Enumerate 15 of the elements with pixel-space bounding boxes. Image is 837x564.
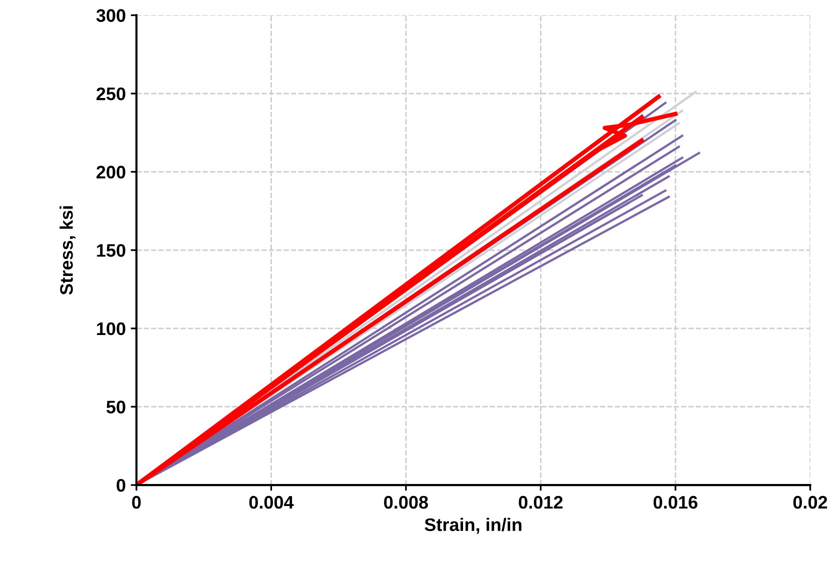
- y-tick-label: 0: [116, 478, 126, 492]
- x-tick-label: 0.012: [518, 496, 563, 509]
- x-tick-label: 0.004: [249, 496, 294, 509]
- y-tick-label: 300: [96, 9, 126, 22]
- y-tick-label: 200: [96, 166, 126, 179]
- y-axis-title: Stress, ksi: [60, 206, 76, 295]
- x-tick-label: 0.02: [793, 496, 828, 509]
- x-tick-label: 0: [132, 496, 141, 509]
- x-tick-label: 0.016: [654, 496, 698, 509]
- x-tick-label: 0.008: [384, 496, 428, 509]
- x-axis-title: Strain, in/in: [424, 518, 522, 534]
- y-tick-label: 100: [97, 322, 126, 336]
- y-tick-label: 150: [97, 244, 126, 257]
- y-tick-label: 50: [106, 400, 126, 414]
- y-tick-label: 250: [96, 87, 126, 100]
